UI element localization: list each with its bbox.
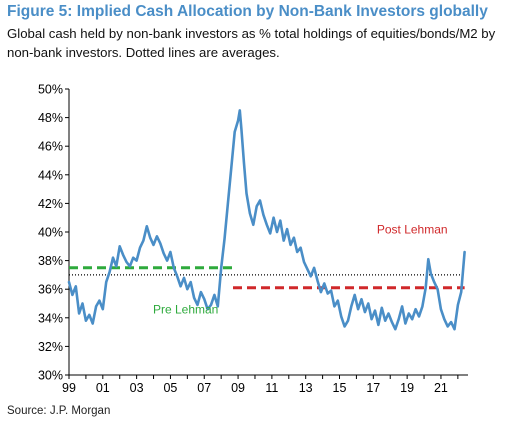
y-tick-label: 30% xyxy=(38,369,63,383)
series-group xyxy=(67,109,466,331)
x-tick-label: 11 xyxy=(265,381,278,395)
y-tick-label: 44% xyxy=(38,168,63,182)
y-tick-label: 32% xyxy=(38,340,63,354)
x-tick-label: 05 xyxy=(163,381,177,395)
figure-title: Figure 5: Implied Cash Allocation by Non… xyxy=(7,3,488,20)
y-tick-label: 34% xyxy=(38,311,63,325)
x-tick-label: 15 xyxy=(333,381,347,395)
x-tick-label: 07 xyxy=(197,381,211,395)
y-tick-label: 48% xyxy=(38,111,63,125)
annotations: Pre Lehman Post Lehman xyxy=(153,222,448,316)
pre-lehman-label: Pre Lehman xyxy=(153,303,218,317)
x-tick-label: 17 xyxy=(366,381,380,395)
cash-allocation-series-line xyxy=(67,109,466,331)
x-tick-label: 01 xyxy=(96,381,110,395)
y-tick-label: 38% xyxy=(38,254,63,268)
x-tick-label: 09 xyxy=(231,381,245,395)
x-axis: 99 01 03 05 07 09 11 13 15 17 19 21 xyxy=(62,374,468,395)
x-tick-label: 03 xyxy=(130,381,144,395)
x-tick-label: 19 xyxy=(400,381,414,395)
post-lehman-label: Post Lehman xyxy=(377,222,448,236)
x-tick-label: 99 xyxy=(62,381,76,395)
y-tick-label: 40% xyxy=(38,226,63,240)
figure-subtitle: Global cash held by non-bank investors a… xyxy=(7,26,496,60)
source-note: Source: J.P. Morgan xyxy=(7,405,111,417)
x-tick-label: 13 xyxy=(299,381,313,395)
y-axis: 30% 32% 34% 36% 38% 40% 42% 44% 46% 48% 50% xyxy=(38,83,70,383)
y-tick-label: 42% xyxy=(38,197,63,211)
y-tick-label: 36% xyxy=(38,283,63,297)
average-lines xyxy=(69,266,465,290)
x-tick-label: 21 xyxy=(434,381,448,395)
y-tick-label: 46% xyxy=(38,140,63,154)
y-tick-label: 50% xyxy=(38,83,63,97)
